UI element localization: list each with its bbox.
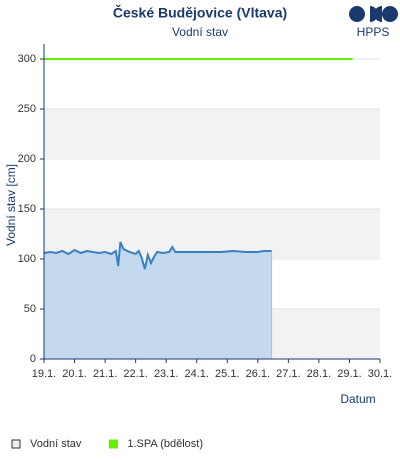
- y-tick-label: 0: [30, 353, 36, 365]
- line: [43, 241, 272, 270]
- x-tick-label: 23.1.: [154, 368, 178, 380]
- x-tick-label: 22.1.: [123, 368, 147, 380]
- y-tick-label: 300: [18, 53, 36, 65]
- y-tick-label: 100: [18, 253, 36, 265]
- y-tick-label: 50: [24, 303, 36, 315]
- chart-subtitle: Vodní stav: [172, 25, 228, 39]
- grid-band: [44, 109, 380, 159]
- chart-title: České Budějovice (Vltava): [113, 4, 287, 21]
- y-axis-title: Vodní stav [cm]: [4, 164, 18, 246]
- x-tick-label: 19.1.: [32, 368, 56, 380]
- grid-band: [44, 209, 380, 259]
- area: [43, 241, 273, 360]
- x-tick-label: 29.1.: [337, 368, 361, 380]
- legend-label: Vodní stav: [30, 438, 82, 450]
- x-tick-label: 28.1.: [307, 368, 331, 380]
- x-tick-label: 21.1.: [93, 368, 117, 380]
- y-tick-label: 250: [18, 103, 36, 115]
- x-axis-title: Datum: [340, 392, 375, 406]
- legend-swatch: [11, 439, 21, 449]
- plot: [43, 58, 353, 360]
- x-tick-label: 27.1.: [276, 368, 300, 380]
- y-tick-label: 200: [18, 153, 36, 165]
- logo-text: HPPS: [357, 25, 390, 39]
- x-tick-label: 30.1.: [368, 368, 392, 380]
- x-tick-label: 25.1.: [215, 368, 239, 380]
- x-tick-label: 20.1.: [62, 368, 86, 380]
- legend-swatch: [108, 439, 118, 449]
- logo: [349, 6, 398, 22]
- x-tick-label: 24.1.: [184, 368, 208, 380]
- y-tick-label: 150: [18, 203, 36, 215]
- legend-label: 1.SPA (bdělost): [127, 438, 203, 450]
- x-tick-label: 26.1.: [246, 368, 270, 380]
